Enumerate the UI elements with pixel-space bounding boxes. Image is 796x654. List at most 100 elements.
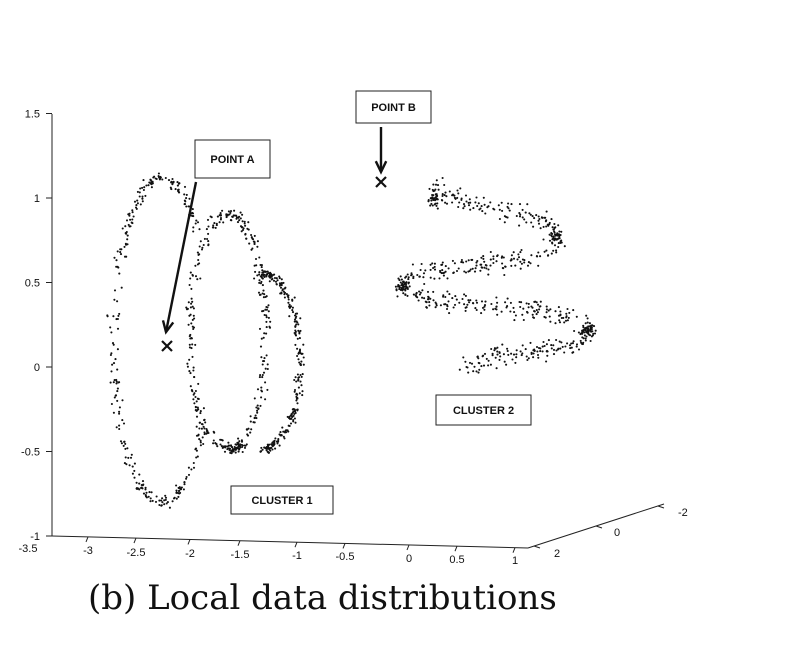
cluster-2-point — [404, 276, 407, 279]
cluster-2-point — [483, 260, 486, 263]
y-tick-label: 2 — [554, 548, 560, 560]
cluster-1-point — [235, 214, 238, 217]
cluster-1-point — [145, 184, 148, 187]
cluster-2-point — [516, 258, 519, 261]
cluster-2-point — [464, 194, 468, 197]
cluster-1-point — [246, 434, 250, 437]
cluster-2-point — [464, 306, 467, 309]
cluster-1-point — [283, 431, 287, 434]
cluster-2-point — [441, 176, 444, 180]
cluster-1-point — [125, 219, 129, 222]
cluster-2-point — [468, 269, 471, 273]
cluster-1-point — [258, 376, 261, 379]
x-tick-label: -3 — [83, 545, 93, 557]
cluster-2-point — [431, 204, 434, 207]
cluster-2-point — [434, 188, 437, 191]
cluster-2-point — [502, 267, 505, 270]
cluster-1-point — [183, 193, 186, 196]
cluster-2-point — [521, 258, 524, 261]
cluster-2-point — [482, 354, 485, 357]
cluster-1-point — [116, 250, 119, 253]
cluster-2-point — [470, 362, 474, 365]
cluster-2-point — [412, 275, 415, 278]
cluster-1-point — [264, 398, 267, 401]
cluster-1-point — [183, 203, 187, 206]
cluster-1-point — [121, 227, 124, 230]
cluster-1-point — [134, 206, 138, 209]
cluster-2-point — [492, 255, 495, 258]
cluster-1-point — [164, 496, 168, 499]
cluster-2-point — [545, 311, 548, 314]
cluster-1-point — [245, 237, 248, 240]
cluster-1-point — [224, 446, 227, 449]
cluster-2-point — [473, 365, 476, 368]
cluster-1-point — [112, 343, 115, 346]
cluster-2-point — [581, 336, 584, 339]
cluster-2-point — [480, 312, 483, 315]
cluster-2-point — [585, 335, 588, 338]
cluster-2-point — [406, 273, 409, 276]
cluster-1-point — [276, 279, 279, 282]
cluster-1-point — [185, 193, 188, 196]
cluster-1-point — [241, 445, 244, 449]
cluster-2-point — [406, 294, 409, 297]
cluster-1-point — [131, 218, 134, 221]
cluster-1-point — [176, 184, 179, 187]
cluster-2-point — [515, 214, 518, 218]
cluster-1-point — [194, 406, 197, 409]
cluster-2-point — [542, 340, 545, 344]
cluster-1-point — [199, 277, 202, 280]
cluster-2-point — [500, 201, 503, 204]
cluster-1-point — [190, 468, 193, 471]
z-tick-label: 0 — [34, 362, 40, 374]
cluster-2-point — [430, 199, 433, 202]
z-tick-label: 1 — [34, 193, 40, 205]
cluster-1-point — [233, 209, 236, 212]
cluster-1-point — [274, 280, 278, 283]
cluster-1-point — [215, 224, 218, 227]
cluster-2-point — [522, 307, 525, 310]
cluster-1-point — [264, 447, 267, 450]
cluster-2-point — [583, 334, 586, 337]
cluster-1-point — [287, 424, 290, 427]
cluster-2-point — [507, 202, 510, 205]
cluster-1-point — [185, 308, 189, 311]
cluster-2-point — [418, 275, 421, 278]
cluster-1-point — [259, 374, 262, 377]
cluster-1-point — [287, 301, 290, 304]
cluster-2-point — [514, 314, 517, 317]
cluster-2-point — [586, 317, 589, 320]
cluster-1-point — [300, 360, 303, 363]
cluster-2-point — [496, 346, 499, 349]
cluster-1-point — [278, 284, 281, 287]
cluster-1-point — [267, 310, 270, 313]
cluster-1-point — [198, 427, 201, 430]
cluster-2-point — [417, 299, 420, 302]
cluster-2-point — [528, 212, 531, 215]
cluster-1-point — [256, 274, 259, 277]
cluster-2-point — [553, 239, 556, 242]
cluster-1-point — [171, 177, 174, 181]
cluster-2-point — [502, 353, 505, 356]
cluster-1-point — [193, 375, 196, 379]
cluster-1-point — [206, 430, 209, 433]
cluster-2-point — [471, 267, 474, 270]
cluster-1-point — [131, 211, 134, 214]
cluster-1-point — [273, 276, 277, 280]
cluster-1-point — [296, 373, 299, 376]
cluster-2-point — [492, 207, 495, 210]
cluster-2-point — [472, 302, 475, 305]
cluster-1-point — [291, 299, 294, 302]
cluster-1-point — [116, 327, 120, 330]
cluster-2-point — [545, 249, 548, 252]
cluster-1-point — [161, 178, 164, 181]
cluster-1-point — [188, 346, 191, 349]
cluster-2-point — [503, 221, 506, 224]
cluster-1-point — [221, 446, 224, 449]
cluster-1-point — [259, 275, 262, 278]
cluster-2-point — [444, 303, 447, 306]
cluster-1-point — [262, 336, 265, 339]
cluster-1-point — [282, 435, 285, 438]
cluster-2-point — [510, 258, 513, 261]
cluster-1-point — [196, 221, 200, 224]
